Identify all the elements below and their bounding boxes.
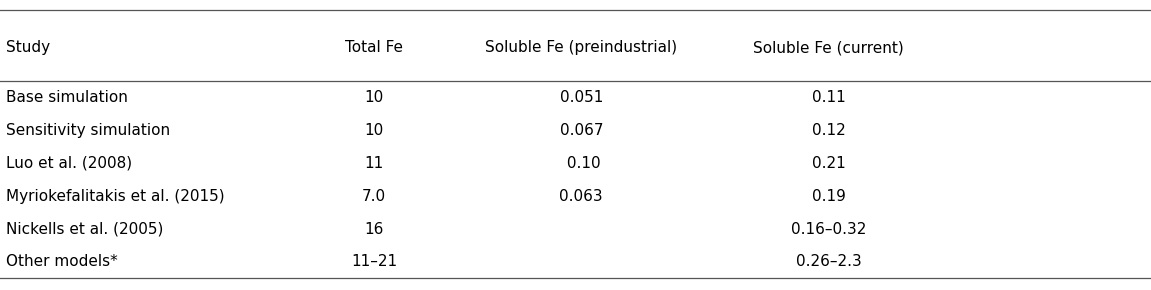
Text: 0.21: 0.21: [811, 156, 846, 171]
Text: 0.10: 0.10: [562, 156, 601, 171]
Text: Study: Study: [6, 40, 49, 55]
Text: 10: 10: [365, 123, 383, 138]
Text: Sensitivity simulation: Sensitivity simulation: [6, 123, 170, 138]
Text: Soluble Fe (preindustrial): Soluble Fe (preindustrial): [486, 40, 677, 55]
Text: Base simulation: Base simulation: [6, 90, 128, 105]
Text: 0.26–2.3: 0.26–2.3: [795, 254, 862, 269]
Text: Myriokefalitakis et al. (2015): Myriokefalitakis et al. (2015): [6, 189, 224, 204]
Text: 0.16–0.32: 0.16–0.32: [791, 222, 867, 237]
Text: Nickells et al. (2005): Nickells et al. (2005): [6, 222, 163, 237]
Text: Other models*: Other models*: [6, 254, 117, 269]
Text: 0.19: 0.19: [811, 189, 846, 204]
Text: 0.063: 0.063: [559, 189, 603, 204]
Text: 0.051: 0.051: [559, 90, 603, 105]
Text: 0.067: 0.067: [559, 123, 603, 138]
Text: 11: 11: [365, 156, 383, 171]
Text: Soluble Fe (current): Soluble Fe (current): [754, 40, 904, 55]
Text: 7.0: 7.0: [363, 189, 386, 204]
Text: 16: 16: [365, 222, 383, 237]
Text: 0.12: 0.12: [811, 123, 846, 138]
Text: Total Fe: Total Fe: [345, 40, 403, 55]
Text: Luo et al. (2008): Luo et al. (2008): [6, 156, 132, 171]
Text: 0.11: 0.11: [811, 90, 846, 105]
Text: 11–21: 11–21: [351, 254, 397, 269]
Text: 10: 10: [365, 90, 383, 105]
